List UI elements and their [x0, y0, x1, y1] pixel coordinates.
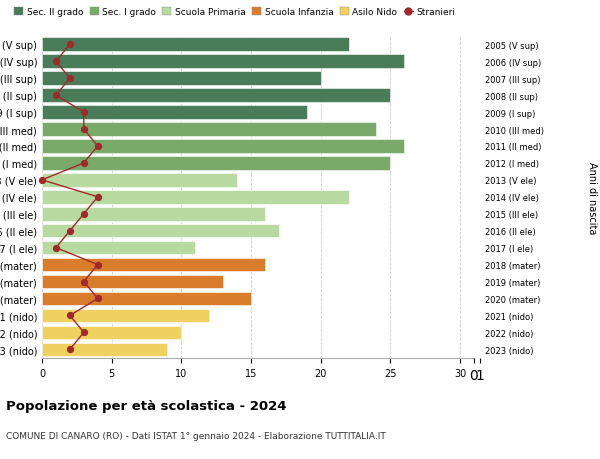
Bar: [42, 207, 265, 221]
Bar: [42, 326, 181, 339]
Bar: [42, 343, 167, 356]
Bar: [42, 56, 404, 69]
Text: COMUNE DI CANARO (RO) - Dati ISTAT 1° gennaio 2024 - Elaborazione TUTTITALIA.IT: COMUNE DI CANARO (RO) - Dati ISTAT 1° ge…: [6, 431, 386, 441]
Bar: [42, 292, 251, 306]
Point: [37, 177, 47, 184]
Text: Popolazione per età scolastica - 2024: Popolazione per età scolastica - 2024: [6, 399, 287, 412]
Point: [65, 41, 74, 49]
Point: [51, 92, 61, 100]
Point: [93, 295, 103, 302]
Point: [51, 58, 61, 66]
Bar: [42, 106, 307, 120]
Point: [79, 278, 89, 285]
Point: [79, 211, 89, 218]
Legend: Sec. II grado, Sec. I grado, Scuola Primaria, Scuola Infanzia, Asilo Nido, Stran: Sec. II grado, Sec. I grado, Scuola Prim…: [11, 5, 459, 21]
Point: [79, 329, 89, 336]
Point: [65, 312, 74, 319]
Point: [79, 160, 89, 167]
Bar: [42, 39, 349, 52]
Point: [65, 346, 74, 353]
Point: [93, 143, 103, 150]
Point: [93, 261, 103, 269]
Point: [79, 126, 89, 134]
Bar: [42, 89, 391, 103]
Bar: [42, 275, 223, 289]
Bar: [42, 140, 404, 153]
Point: [79, 109, 89, 117]
Point: [65, 228, 74, 235]
Point: [65, 75, 74, 83]
Bar: [42, 309, 209, 323]
Point: [93, 194, 103, 201]
Bar: [42, 241, 195, 255]
Bar: [42, 72, 321, 86]
Bar: [42, 157, 391, 170]
Bar: [42, 190, 349, 204]
Point: [51, 245, 61, 252]
Bar: [42, 224, 279, 238]
Bar: [42, 258, 265, 272]
Bar: [42, 174, 237, 187]
Bar: [42, 123, 376, 136]
Text: Anni di nascita: Anni di nascita: [587, 161, 597, 234]
